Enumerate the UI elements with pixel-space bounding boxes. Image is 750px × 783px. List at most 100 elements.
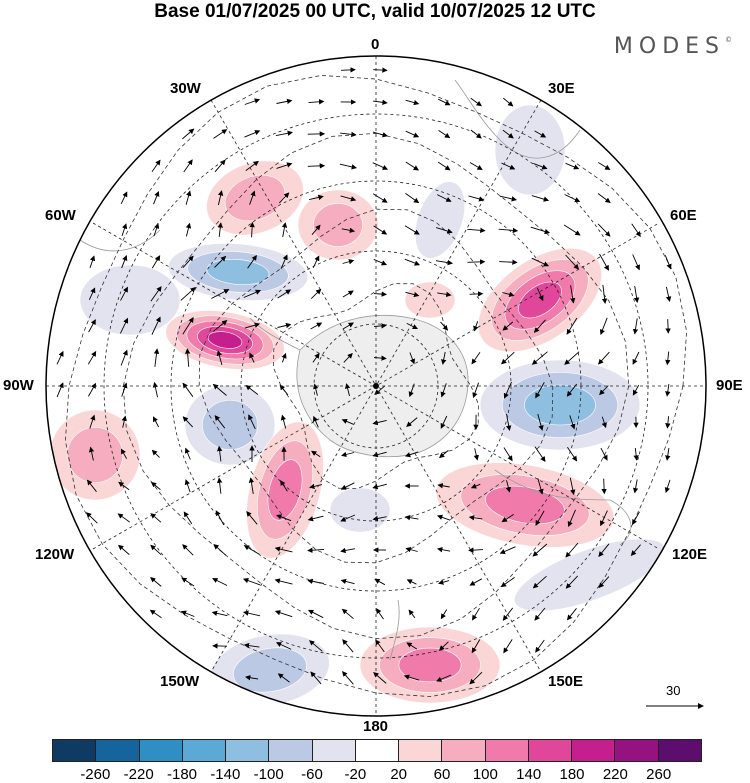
wind-arrow	[440, 383, 447, 398]
wind-arrow	[472, 607, 480, 621]
wind-arrow	[243, 289, 262, 298]
wind-arrow	[244, 98, 261, 105]
wind-arrow	[180, 287, 196, 301]
wind-arrow	[213, 129, 228, 139]
parallel-ring-2	[240, 250, 512, 522]
wind-arrow	[570, 285, 576, 304]
wind-arrow	[183, 511, 193, 525]
wind-arrow	[532, 543, 548, 557]
wind-arrow	[405, 130, 420, 138]
anomaly-shade	[398, 647, 462, 683]
wind-arrow	[243, 610, 261, 617]
wind-arrow	[307, 578, 324, 585]
wind-arrow	[665, 416, 671, 429]
wind-arrow	[152, 416, 159, 428]
wind-arrow	[214, 415, 226, 429]
wind-arrow	[150, 577, 162, 587]
wind-arrow	[500, 577, 515, 588]
wind-arrow	[274, 546, 293, 553]
wind-arrow	[632, 479, 639, 494]
colorbar-tick-label: -100	[253, 766, 284, 783]
copyright-mark: ©	[725, 36, 732, 44]
wind-arrow	[121, 223, 128, 237]
colorbar-swatch	[53, 740, 97, 761]
colorbar-tick-label: -60	[301, 766, 323, 783]
wind-arrow	[182, 317, 194, 335]
wind-arrow	[308, 99, 325, 105]
lon-label-90w: 90W	[3, 377, 34, 394]
wind-arrow	[121, 415, 127, 428]
wind-arrow	[373, 291, 387, 297]
wind-arrow	[213, 320, 228, 332]
wind-arrow	[149, 609, 162, 619]
wind-arrow	[499, 259, 518, 265]
colorbar-swatch	[96, 740, 140, 761]
wind-arrow	[405, 161, 419, 171]
lon-label-120e: 120E	[672, 546, 708, 563]
lon-label-120w: 120W	[35, 546, 75, 563]
wind-arrow	[409, 352, 416, 365]
wind-arrow	[406, 417, 418, 427]
wind-arrow	[311, 224, 321, 235]
parallel-ring-3	[170, 180, 582, 592]
wind-arrow	[598, 543, 610, 557]
wind-arrow	[310, 322, 323, 330]
colorbar-swatch	[485, 740, 529, 761]
wind-arrow	[436, 674, 452, 682]
wind-arrow	[531, 257, 550, 267]
wind-arrow	[309, 640, 323, 652]
wind-arrow	[276, 162, 293, 169]
wind-arrow	[247, 254, 257, 269]
wind-arrow	[567, 446, 578, 462]
polar-map	[45, 55, 707, 717]
wind-arrow	[274, 610, 293, 618]
wind-arrow	[341, 608, 354, 620]
wind-arrow	[499, 546, 516, 554]
wind-arrow	[216, 350, 223, 366]
colorbar-swatch	[442, 740, 486, 761]
colorbar-swatch	[399, 740, 443, 761]
wind-arrow	[472, 382, 480, 399]
wind-arrow	[600, 510, 608, 527]
wind-arrow	[471, 352, 481, 365]
wind-arrow	[341, 227, 356, 233]
colorbar-swatch	[269, 740, 313, 761]
lon-label-180: 180	[363, 718, 389, 735]
wind-arrow	[535, 382, 545, 399]
wind-arrow	[601, 284, 608, 304]
colorbar-swatch	[312, 740, 356, 761]
wind-arrow	[470, 483, 481, 489]
anomaly-shade	[206, 259, 270, 285]
wind-arrow	[341, 451, 355, 458]
wind-arrow	[313, 383, 319, 396]
wind-arrow	[569, 477, 576, 496]
wind-arrow	[212, 578, 228, 586]
wind-arrow	[564, 194, 581, 203]
map-title: Base 01/07/2025 00 UTC, valid 10/07/2025…	[154, 1, 596, 22]
wind-arrow	[566, 608, 577, 621]
wind-arrow	[275, 642, 292, 650]
colorbar-tick-label: -180	[166, 766, 198, 783]
wind-arrow	[150, 513, 162, 523]
wind-arrow	[633, 448, 639, 461]
wind-arrow	[537, 413, 544, 431]
wind-arrow	[502, 129, 514, 139]
wind-arrow	[213, 543, 227, 556]
wind-arrow	[468, 195, 485, 202]
wind-arrow	[343, 352, 353, 363]
anomaly-shade	[224, 174, 286, 222]
wind-arrow	[119, 317, 129, 334]
wind-arrow	[341, 418, 354, 425]
wind-arrow	[215, 510, 225, 526]
wind-arrow	[182, 382, 194, 397]
lon-label-60e: 60E	[670, 207, 697, 224]
wind-arrow	[467, 259, 486, 265]
wind-arrow	[150, 481, 161, 490]
wind-arrow	[630, 544, 641, 556]
wind-arrow	[506, 413, 512, 431]
wind-arrow	[599, 317, 608, 336]
wind-arrow	[405, 193, 420, 204]
wind-arrow	[120, 349, 128, 366]
positive-anomaly	[246, 421, 324, 559]
wind-arrow	[277, 322, 292, 329]
